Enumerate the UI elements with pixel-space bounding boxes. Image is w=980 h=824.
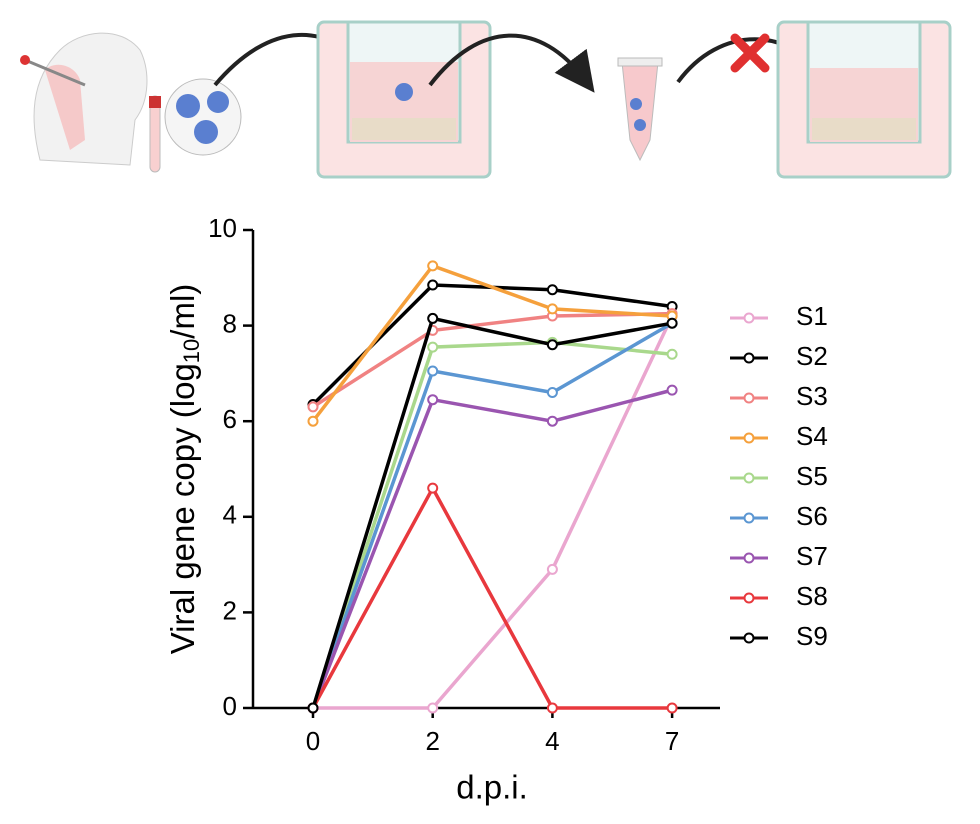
- y-tick-label: 8: [223, 308, 237, 338]
- data-point: [546, 563, 558, 575]
- legend-label: S1: [796, 301, 828, 331]
- virion: [176, 94, 200, 118]
- data-point: [546, 339, 558, 351]
- y-axis-label: Viral gene copy (log10/ml): [164, 284, 204, 655]
- data-point: [546, 303, 558, 315]
- epithelium: [352, 118, 456, 140]
- series: S9: [307, 312, 828, 714]
- data-point: [427, 702, 439, 714]
- data-point: [666, 348, 678, 360]
- x-tick-label: 2: [425, 726, 439, 756]
- data-point: [546, 387, 558, 399]
- data-point: [427, 279, 439, 291]
- epithelium: [812, 118, 916, 140]
- legend-marker: [743, 352, 755, 364]
- virion: [630, 98, 642, 110]
- legend-marker: [743, 392, 755, 404]
- legend-label: S7: [796, 541, 828, 571]
- legend-label: S4: [796, 421, 828, 451]
- series: S7: [307, 384, 828, 714]
- x-axis-label: d.p.i.: [456, 769, 528, 806]
- data-point: [427, 394, 439, 406]
- series-line: [311, 316, 673, 709]
- series-line: [311, 263, 673, 423]
- data-point: [666, 317, 678, 329]
- data-point: [666, 384, 678, 396]
- data-point: [427, 482, 439, 494]
- tube-cap: [149, 96, 161, 108]
- legend-marker: [743, 312, 755, 324]
- series-line: [312, 311, 673, 409]
- series-line: [311, 321, 673, 709]
- data-point: [307, 401, 319, 413]
- data-point: [546, 415, 558, 427]
- virion: [194, 120, 218, 144]
- data-point: [427, 341, 439, 353]
- swab-tip: [20, 55, 30, 65]
- collection-tube: [621, 61, 659, 162]
- nasal-cavity: [45, 64, 85, 150]
- series-line: [311, 340, 673, 709]
- data-point: [427, 312, 439, 324]
- series-line: [311, 484, 673, 710]
- virion: [395, 83, 413, 101]
- legend-label: S9: [796, 621, 828, 651]
- schematic: [20, 20, 952, 179]
- data-point: [666, 702, 678, 714]
- head-illustration: [33, 32, 148, 166]
- legend-marker: [743, 592, 755, 604]
- x-tick-label: 7: [665, 726, 679, 756]
- data-point: [307, 702, 319, 714]
- x-tick-label: 4: [545, 726, 559, 756]
- arrow: [428, 33, 595, 93]
- tube-rim: [617, 57, 663, 67]
- data-point: [427, 260, 439, 272]
- x-tick-label: 0: [306, 726, 320, 756]
- series-line: [311, 388, 673, 709]
- series: S4: [307, 260, 828, 451]
- legend-marker: [743, 632, 755, 644]
- y-tick-label: 2: [223, 595, 237, 625]
- y-tick-label: 0: [223, 691, 237, 721]
- data-point: [546, 702, 558, 714]
- legend-label: S2: [796, 341, 828, 371]
- y-tick-label: 4: [223, 500, 237, 530]
- virion: [634, 119, 646, 131]
- series: S5: [307, 336, 828, 714]
- virion: [207, 91, 229, 113]
- series-line: [313, 315, 674, 710]
- legend-label: S3: [796, 381, 828, 411]
- legend-label: S6: [796, 501, 828, 531]
- legend-marker: [743, 472, 755, 484]
- legend-label: S8: [796, 581, 828, 611]
- legend-marker: [743, 552, 755, 564]
- data-point: [307, 415, 319, 427]
- legend-marker: [743, 512, 755, 524]
- data-point: [427, 365, 439, 377]
- blocked-mark: [730, 33, 770, 73]
- y-label-subscript: 10: [179, 339, 204, 363]
- legend-marker: [743, 432, 755, 444]
- y-label-text: Viral gene copy (log: [164, 363, 201, 654]
- y-label-text: /ml): [164, 284, 201, 339]
- legend-label: S5: [796, 461, 828, 491]
- y-tick-label: 6: [223, 404, 237, 434]
- swab: [24, 58, 86, 87]
- data-point: [546, 284, 558, 296]
- y-tick-label: 10: [208, 213, 237, 243]
